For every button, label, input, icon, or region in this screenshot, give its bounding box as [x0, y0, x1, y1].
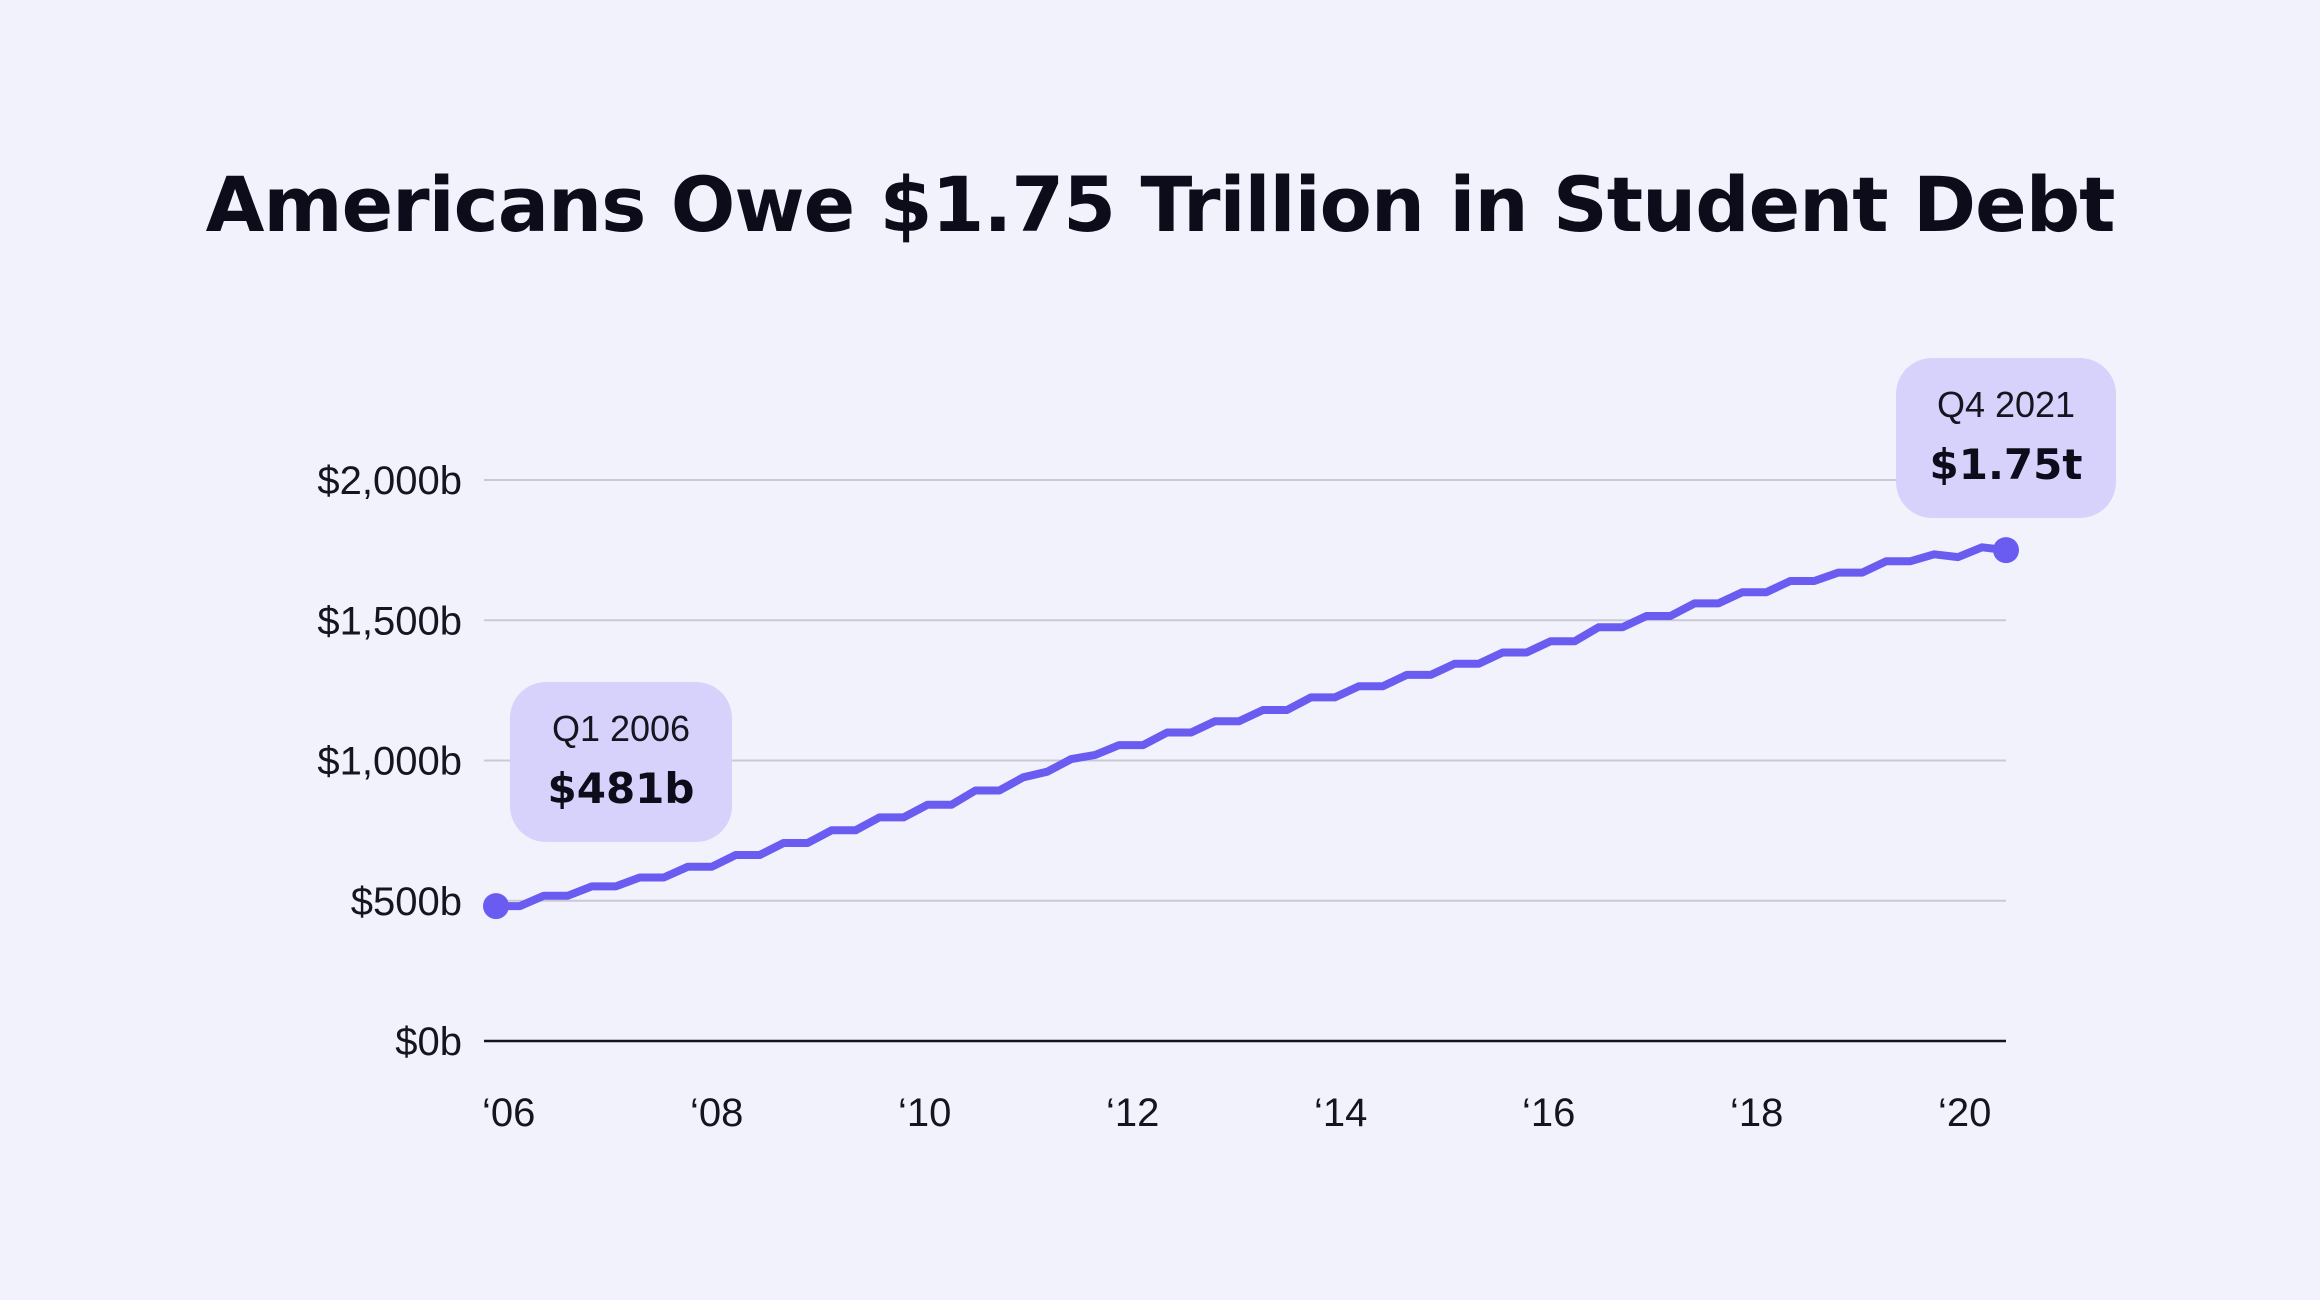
y-tick-label: $1,500b: [317, 599, 462, 643]
y-tick-label: $2,000b: [317, 459, 462, 503]
series-line: [492, 543, 2010, 911]
annotation-end: Q4 2021 $1.75t: [1896, 358, 2116, 518]
x-tick-label: ‘12: [1106, 1091, 1159, 1135]
x-axis-tick-labels: ‘06 ‘08 ‘10 ‘12 ‘14 ‘16 ‘18 ‘20: [482, 1091, 1991, 1135]
end-point-marker: [1993, 537, 2019, 564]
annotation-end-period: Q4 2021: [1936, 384, 2076, 425]
series-layer: [492, 543, 2010, 911]
x-tick-label: ‘18: [1730, 1091, 1783, 1135]
chart-title: Americans Owe $1.75 Trillion in Student …: [205, 160, 2116, 249]
start-point-marker: [483, 893, 509, 920]
annotation-end-value: $1.75t: [1929, 440, 2083, 489]
annotation-start: Q1 2006 $481b: [510, 682, 732, 842]
x-tick-label: ‘08: [690, 1091, 743, 1135]
x-tick-label: ‘20: [1938, 1091, 1991, 1135]
x-tick-label: ‘16: [1522, 1091, 1575, 1135]
y-tick-label: $500b: [351, 880, 462, 924]
annotation-start-period: Q1 2006: [551, 708, 691, 749]
y-tick-label: $0b: [395, 1020, 462, 1064]
y-axis-tick-labels: $0b $500b $1,000b $1,500b $2,000b: [317, 459, 462, 1064]
x-tick-label: ‘14: [1314, 1091, 1367, 1135]
gridlines: [484, 479, 2006, 902]
annotation-start-value: $481b: [547, 764, 695, 813]
x-tick-label: ‘06: [482, 1091, 535, 1135]
y-tick-label: $1,000b: [317, 740, 462, 784]
x-tick-label: ‘10: [898, 1091, 951, 1135]
endpoint-markers: [483, 537, 2019, 920]
